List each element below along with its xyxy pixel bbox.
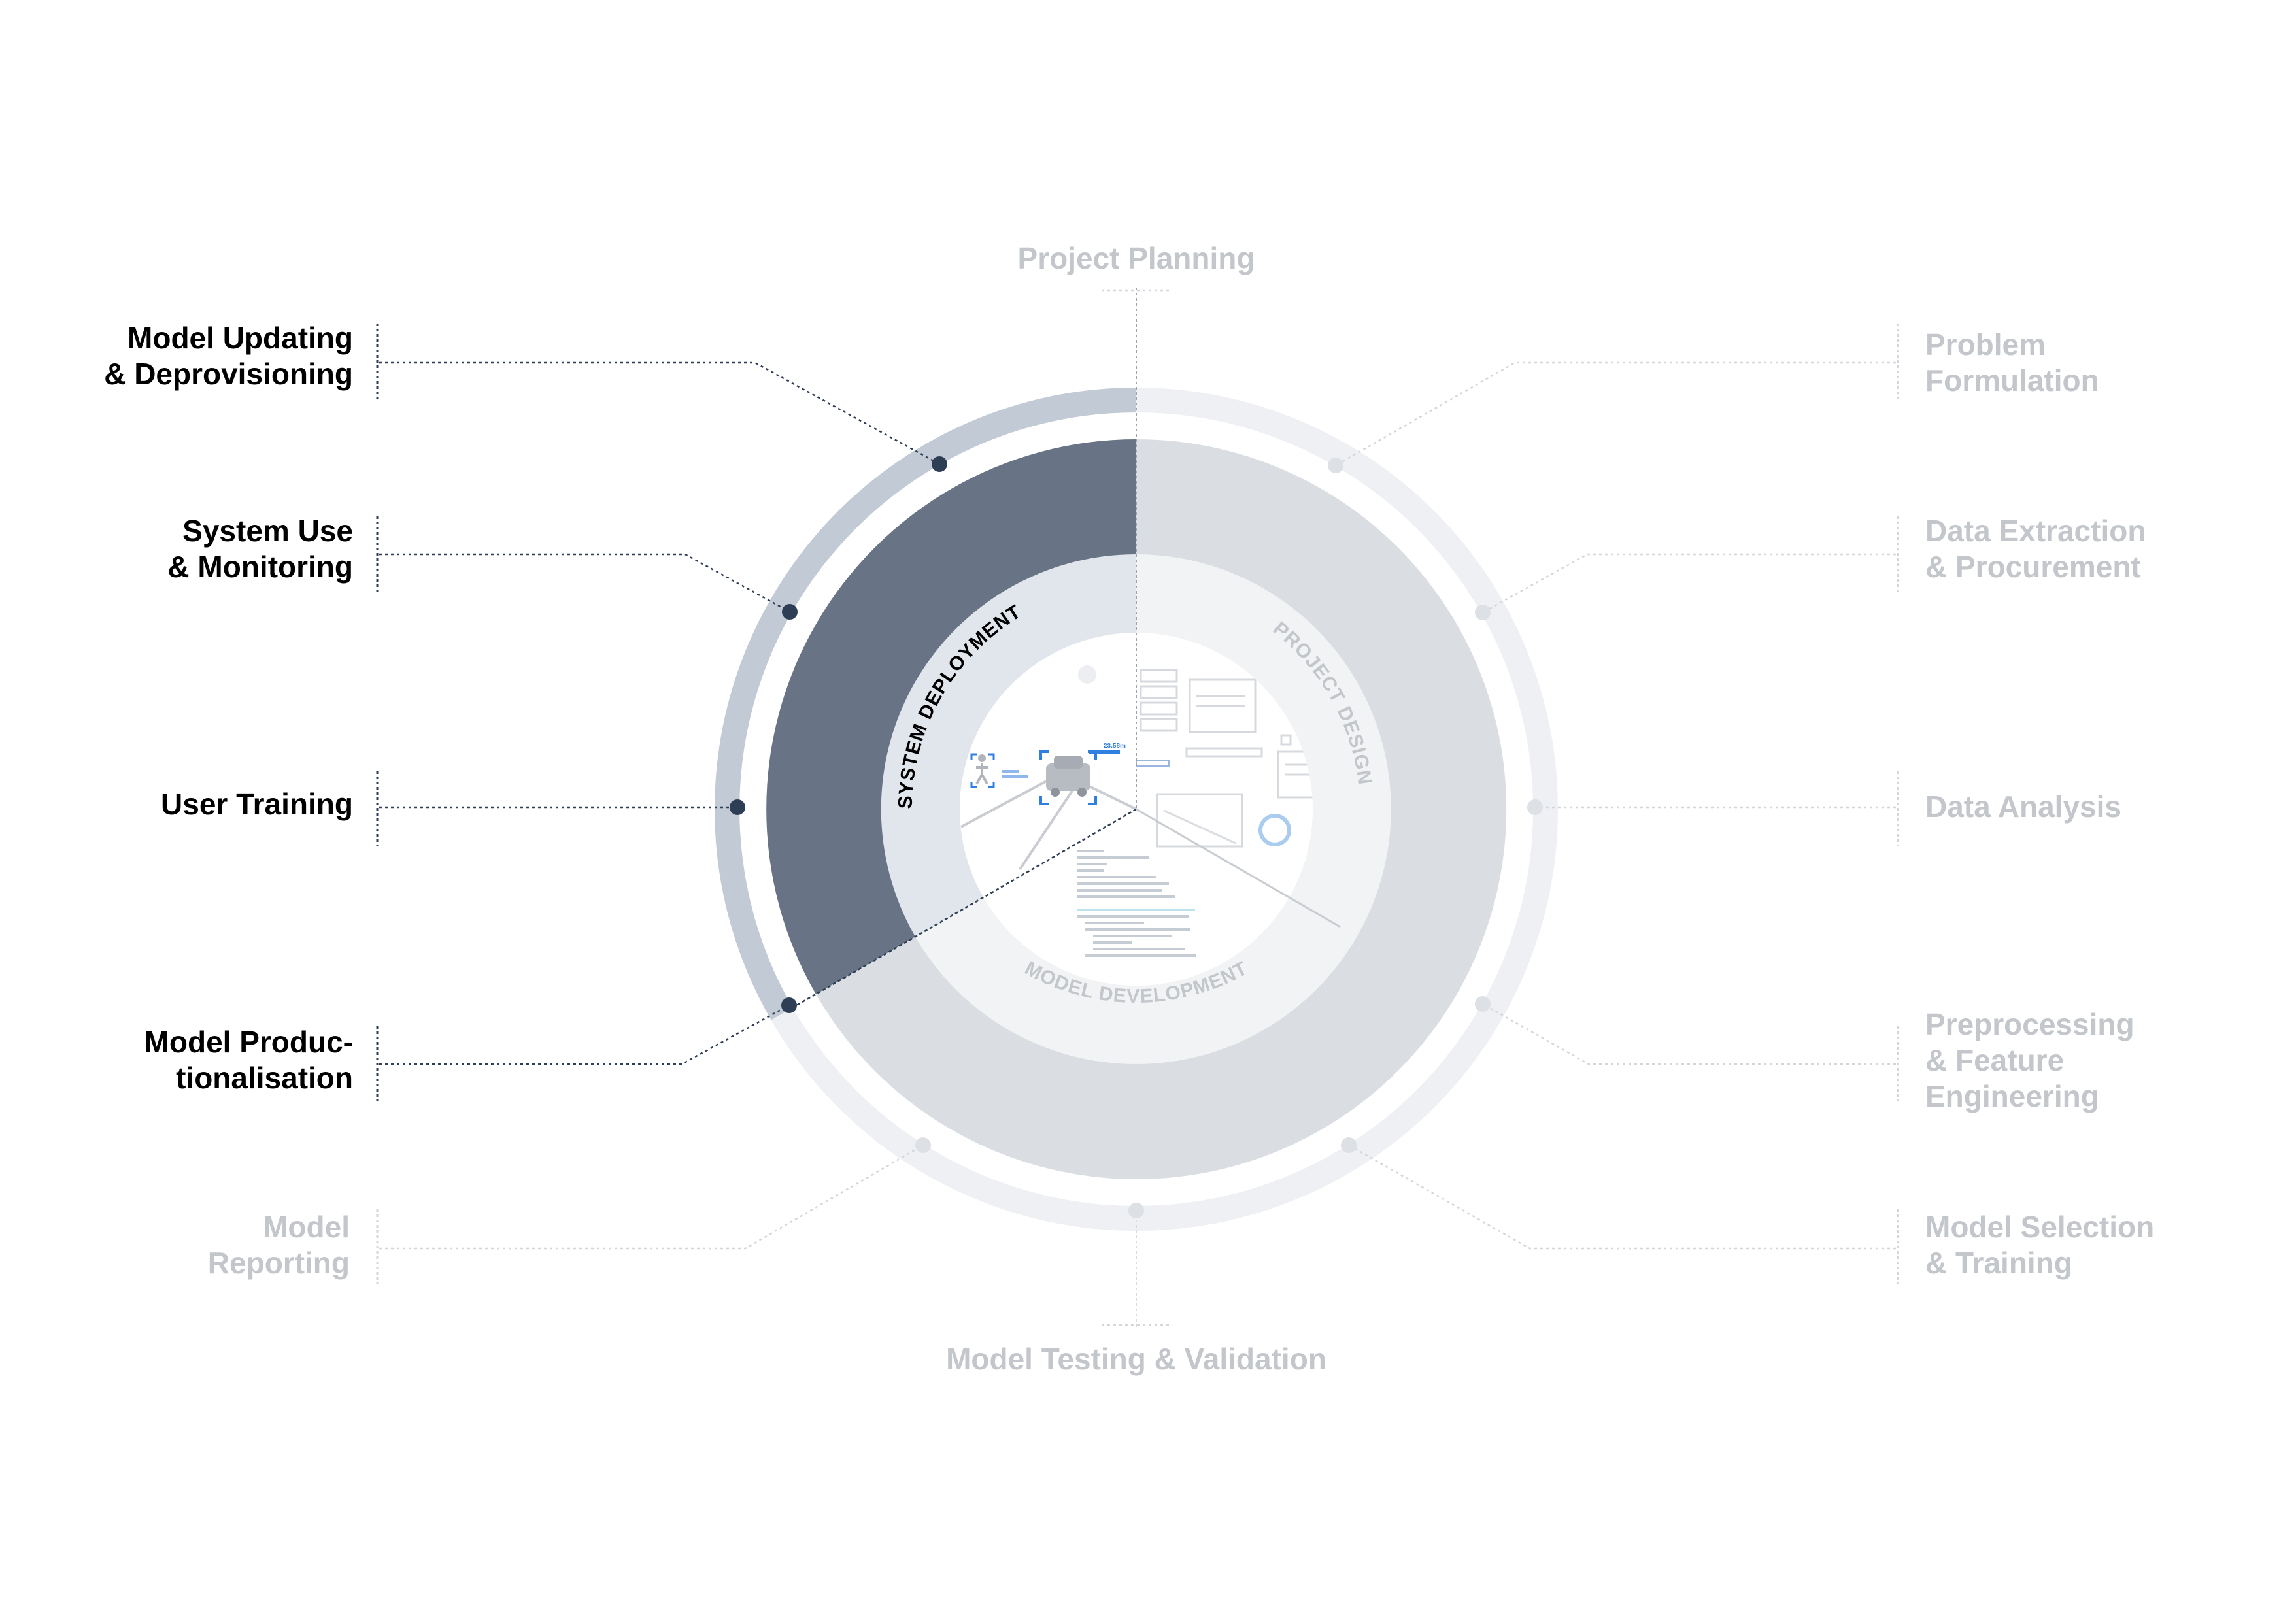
stage-dot-user-training[interactable]: [730, 799, 745, 815]
stage-label-model-productionalisation[interactable]: Model Produc- tionalisation: [144, 1025, 353, 1095]
pedestrian-icon: [970, 753, 995, 788]
stage-dot-model-testing[interactable]: [1128, 1203, 1144, 1218]
stage-label-project-planning[interactable]: Project Planning: [1017, 241, 1255, 275]
stage-label-system-use[interactable]: System Use & Monitoring: [167, 514, 353, 584]
stage-label-model-testing[interactable]: Model Testing & Validation: [946, 1342, 1326, 1376]
stage-dot-data-analysis[interactable]: [1527, 799, 1543, 815]
label-brackets: [376, 324, 1899, 1284]
stage-label-data-extraction[interactable]: Data Extraction & Procurement: [1925, 514, 2146, 584]
stage-label-user-training[interactable]: User Training: [161, 787, 353, 821]
stage-dot-problem-formulation[interactable]: [1328, 458, 1343, 473]
stage-label-preprocessing[interactable]: Preprocessing & Feature Engineering: [1925, 1007, 2135, 1113]
stage-dot-data-extraction[interactable]: [1475, 605, 1491, 620]
stage-dot-system-use[interactable]: [782, 604, 798, 620]
stage-label-model-reporting[interactable]: Model Reporting: [207, 1210, 350, 1280]
code-illustration: [1077, 850, 1196, 957]
center-illustration: 23.58m: [960, 665, 1313, 957]
divider-active: [789, 808, 1137, 1011]
stage-dot-model-selection[interactable]: [1341, 1137, 1357, 1153]
leader-lines: [379, 289, 1896, 1326]
divider-right: [1136, 808, 1341, 928]
stage-dot-model-updating[interactable]: [932, 456, 947, 472]
car-icon: [1039, 750, 1097, 805]
stage-dot-model-productionalisation[interactable]: [781, 997, 797, 1013]
stage-label-model-updating[interactable]: Model Updating & Deprovisioning: [104, 321, 353, 391]
donut-chart-icon: [1258, 814, 1291, 846]
stage-label-model-selection[interactable]: Model Selection & Training: [1925, 1210, 2155, 1280]
stage-label-problem-formulation[interactable]: Problem Formulation: [1925, 327, 2099, 397]
outer-ring-active-arc: [715, 388, 1137, 1020]
stage-label-data-analysis[interactable]: Data Analysis: [1925, 790, 2121, 824]
distance-readout: 23.58m: [1104, 743, 1126, 750]
stage-dot-model-reporting[interactable]: [915, 1137, 931, 1153]
stage-dot-preprocessing[interactable]: [1475, 996, 1491, 1012]
